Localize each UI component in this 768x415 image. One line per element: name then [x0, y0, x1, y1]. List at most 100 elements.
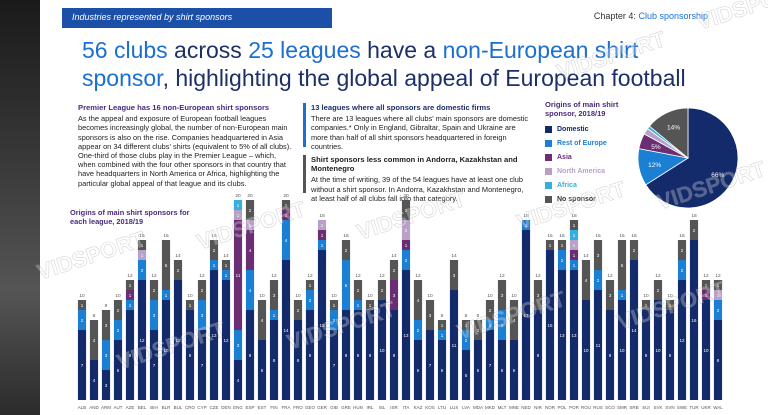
- block-heading: Premier League has 16 non-European shirt…: [78, 103, 270, 112]
- legend-swatch: [545, 153, 552, 161]
- bar-segment: [233, 360, 243, 400]
- bar-segment-label: 14: [283, 328, 289, 333]
- category-tick-label: MKD: [485, 405, 496, 410]
- category-tick-label: SUI: [642, 405, 650, 410]
- category-tick-label: GRE: [341, 405, 351, 410]
- bar-segment: [701, 300, 711, 400]
- bar-segment: [677, 280, 687, 400]
- bar-total-label: 10: [367, 293, 373, 299]
- category-tick-label: POR: [569, 405, 580, 410]
- bar-segment: [509, 300, 519, 340]
- bar-segment: [569, 250, 579, 260]
- bar-segment-label: 2: [309, 298, 312, 303]
- bar-total-label: 18: [319, 213, 325, 219]
- bar-segment-label: 9: [357, 353, 360, 358]
- bar-segment-label: 1: [129, 303, 132, 308]
- bar-segment-label: 2: [633, 248, 636, 253]
- bar-segment: [149, 280, 159, 300]
- bar-segment: [497, 280, 507, 310]
- bar-segment-label: 1: [489, 323, 492, 328]
- bar-segment-label: 1: [237, 203, 240, 208]
- bar-segment: [593, 240, 603, 270]
- bar-total-label: 16: [679, 233, 685, 239]
- bar-segment: [413, 340, 423, 400]
- bar-segment-label: 6: [501, 368, 504, 373]
- bar-segment-label: 1: [669, 303, 672, 308]
- bar-segment-label: 4: [93, 338, 96, 343]
- bar-segment-label: 1: [573, 223, 576, 228]
- bar-segment-label: 2: [405, 258, 408, 263]
- bar-segment: [101, 370, 111, 400]
- bar-segment-label: 9: [393, 353, 396, 358]
- block-heading: Shirt sponsors less common in Andorra, K…: [311, 155, 518, 174]
- bar-segment: [617, 300, 627, 400]
- bar-segment-label: 2: [657, 288, 660, 293]
- bar-segment-label: 4: [237, 378, 240, 383]
- bar-segment: [533, 280, 543, 310]
- bar-segment-label: 2: [249, 208, 252, 213]
- bar-segment: [401, 200, 411, 220]
- bar-total-label: 12: [703, 273, 709, 279]
- bar-segment-label: 2: [405, 228, 408, 233]
- bar-segment-label: 16: [691, 318, 697, 323]
- bar-segment-label: 8: [273, 358, 276, 363]
- bar-segment-label: 10: [703, 348, 709, 353]
- pie-value-label: 14%: [667, 125, 680, 132]
- bar-segment: [341, 310, 351, 400]
- bar-total-label: 16: [163, 233, 169, 239]
- category-tick-label: LUX: [450, 405, 459, 410]
- legend-item: North America: [545, 164, 607, 178]
- bar-segment: [473, 320, 483, 340]
- page-title-line-1: 56 clubs across 25 leagues have a non-Eu…: [82, 36, 742, 64]
- legend-label: Domestic: [557, 125, 589, 133]
- bar-segment-label: 1: [525, 223, 528, 228]
- category-tick-label: AUT: [114, 405, 123, 410]
- bar-segment-label: 9: [369, 353, 372, 358]
- body-text-line: sponsors is also on the rise. Companies …: [78, 132, 284, 142]
- category-tick-label: ESP: [245, 405, 254, 410]
- bar-total-label: 10: [295, 293, 301, 299]
- bar-segment: [701, 290, 711, 300]
- bar-segment-label: 12: [679, 338, 685, 343]
- text-block-domestic: 13 leagues where all sponsors are domest…: [311, 103, 536, 151]
- bar-segment-label: 10: [379, 348, 385, 353]
- bar-segment: [173, 280, 183, 400]
- bar-segment: [341, 240, 351, 260]
- bar-total-label: 12: [535, 273, 541, 279]
- bar-segment: [473, 340, 483, 400]
- bar-segment-label: 2: [381, 288, 384, 293]
- bar-segment-label: 1: [705, 293, 708, 298]
- bar-segment: [653, 300, 663, 400]
- bar-segment-label: 7: [201, 363, 204, 368]
- bar-segment-label: 1: [225, 273, 228, 278]
- bar-segment-label: 15: [319, 323, 325, 328]
- bar-segment: [257, 340, 267, 400]
- bar-segment-label: 1: [405, 243, 408, 248]
- bar-segment-label: 1: [285, 203, 288, 208]
- category-tick-label: NIR: [534, 405, 543, 410]
- bar-segment-label: 2: [681, 248, 684, 253]
- bar-segment: [557, 240, 567, 250]
- text-block-premier-league: Premier League has 16 non-European shirt…: [78, 103, 303, 188]
- body-text-line: companies.* Only in England, Gibraltar, …: [311, 123, 516, 133]
- bar-segment-label: 2: [153, 288, 156, 293]
- bar-total-label: 16: [211, 233, 217, 239]
- bar-segment: [281, 210, 291, 220]
- bar-total-label: 8: [465, 313, 468, 319]
- bar-segment-label: 10: [619, 348, 625, 353]
- bar-segment: [245, 230, 255, 270]
- bar-segment: [125, 310, 135, 400]
- bar-segment: [677, 240, 687, 260]
- category-tick-label: CYP: [197, 405, 206, 410]
- bar-segment-label: 1: [321, 223, 324, 228]
- bar-segment: [149, 330, 159, 400]
- category-tick-label: NED: [521, 405, 531, 410]
- title-clubs-count: 56 clubs: [82, 37, 168, 63]
- bar-total-label: 16: [139, 233, 145, 239]
- bar-segment: [305, 290, 315, 310]
- bar-segment-label: 5: [465, 373, 468, 378]
- title-highlight: non-European shirt: [442, 37, 639, 63]
- bar-segment-label: 11: [596, 343, 601, 348]
- category-tick-label: KAZ: [414, 405, 423, 410]
- body-text-line: without a shirt sponsor. In Andorra, Kaz…: [311, 184, 524, 194]
